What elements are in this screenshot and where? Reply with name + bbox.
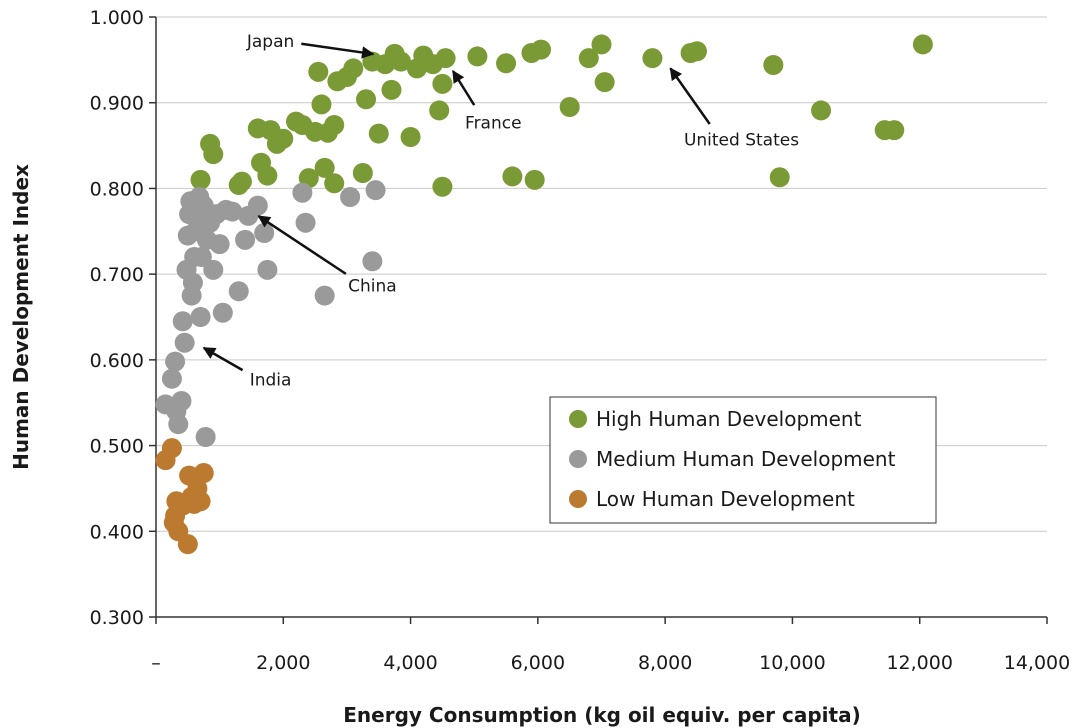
point-s0-16 bbox=[311, 94, 331, 114]
annotation-label-united-states: United States bbox=[684, 131, 799, 151]
legend-marker-0 bbox=[569, 410, 587, 428]
point-s0-38 bbox=[432, 177, 452, 197]
x-axis-title: Energy Consumption (kg oil equiv. per ca… bbox=[343, 703, 860, 727]
point-s1-41 bbox=[362, 251, 382, 271]
point-s1-38 bbox=[296, 213, 316, 233]
point-s1-25 bbox=[203, 260, 223, 280]
point-s0-55 bbox=[811, 100, 831, 120]
point-s0-20 bbox=[324, 173, 344, 193]
x-tick-label-7: 14,000 bbox=[1004, 652, 1070, 674]
legend-label-0: High Human Development bbox=[596, 407, 862, 431]
y-axis-title: Human Development Index bbox=[9, 164, 33, 470]
y-tick-label-5: 0.800 bbox=[90, 178, 144, 200]
point-s1-5 bbox=[171, 391, 191, 411]
point-s0-19 bbox=[324, 115, 344, 135]
annotation-label-india: India bbox=[250, 371, 292, 391]
point-s0-46 bbox=[560, 97, 580, 117]
y-tick-label-4: 0.700 bbox=[90, 264, 144, 286]
point-s0-58 bbox=[913, 34, 933, 54]
point-s1-2 bbox=[165, 352, 185, 372]
point-s0-52 bbox=[687, 41, 707, 61]
legend-label-2: Low Human Development bbox=[596, 487, 855, 511]
point-s1-1 bbox=[162, 369, 182, 389]
point-s0-53 bbox=[763, 55, 783, 75]
point-s0-36 bbox=[429, 100, 449, 120]
point-s0-42 bbox=[502, 166, 522, 186]
legend-label-1: Medium Human Development bbox=[596, 447, 896, 471]
point-s0-8 bbox=[257, 166, 277, 186]
point-s0-4 bbox=[232, 172, 252, 192]
point-s1-4 bbox=[168, 414, 188, 434]
point-s1-28 bbox=[213, 303, 233, 323]
point-s1-37 bbox=[292, 183, 312, 203]
point-s0-0 bbox=[191, 170, 211, 190]
x-tick-label-1: 2,000 bbox=[256, 652, 310, 674]
point-s0-41 bbox=[496, 53, 516, 73]
annotation-label-japan: Japan bbox=[246, 32, 294, 52]
annotation-label-france: France bbox=[465, 113, 522, 133]
y-tick-label-0: 0.300 bbox=[90, 607, 144, 629]
x-tick-label-2: 4,000 bbox=[383, 652, 437, 674]
annotation-arrow-1 bbox=[453, 71, 474, 105]
point-s0-23 bbox=[343, 58, 363, 78]
point-s0-39 bbox=[436, 48, 456, 68]
point-s1-36 bbox=[257, 260, 277, 280]
point-s0-37 bbox=[432, 74, 452, 94]
point-s1-40 bbox=[340, 187, 360, 207]
point-s1-27 bbox=[210, 234, 230, 254]
annotation-arrow-0 bbox=[301, 44, 373, 54]
point-s0-49 bbox=[595, 72, 615, 92]
point-s0-40 bbox=[467, 46, 487, 66]
x-tick-label-6: 12,000 bbox=[886, 652, 952, 674]
x-tick-label-3: 6,000 bbox=[511, 652, 565, 674]
legend-marker-2 bbox=[569, 490, 587, 508]
annotation-arrow-4 bbox=[204, 348, 243, 370]
point-s1-42 bbox=[366, 180, 386, 200]
point-s0-45 bbox=[531, 40, 551, 60]
point-s0-27 bbox=[369, 124, 389, 144]
point-s0-48 bbox=[592, 34, 612, 54]
y-tick-label-6: 0.900 bbox=[90, 93, 144, 115]
point-s0-32 bbox=[401, 127, 421, 147]
y-tick-label-7: 1.000 bbox=[90, 7, 144, 29]
annotation-arrow-2 bbox=[670, 68, 709, 124]
point-s1-19 bbox=[191, 307, 211, 327]
point-s1-7 bbox=[175, 333, 195, 353]
point-s2-12 bbox=[191, 491, 211, 511]
annotations: Japan France United States China India bbox=[204, 32, 799, 391]
y-tick-label-2: 0.500 bbox=[90, 436, 144, 458]
point-s0-25 bbox=[356, 89, 376, 109]
point-s1-32 bbox=[235, 230, 255, 250]
x-tick-label-0: – bbox=[151, 652, 161, 674]
axes: 0.300 0.400 0.500 0.600 0.700 0.800 0.900 1.000… bbox=[90, 7, 1071, 674]
point-s0-44 bbox=[525, 170, 545, 190]
point-s1-31 bbox=[229, 281, 249, 301]
point-s0-10 bbox=[273, 129, 293, 149]
point-s2-1 bbox=[162, 438, 182, 458]
x-tick-label-5: 10,000 bbox=[759, 652, 825, 674]
point-s0-29 bbox=[381, 80, 401, 100]
x-tick-label-4: 8,000 bbox=[638, 652, 692, 674]
y-tick-label-3: 0.600 bbox=[90, 350, 144, 372]
point-s0-15 bbox=[308, 62, 328, 82]
point-s1-22 bbox=[196, 427, 216, 447]
point-s0-54 bbox=[770, 167, 790, 187]
point-s0-2 bbox=[203, 144, 223, 164]
point-s0-57 bbox=[884, 120, 904, 140]
legend-marker-1 bbox=[569, 450, 587, 468]
annotation-label-china: China bbox=[348, 276, 397, 296]
point-s2-7 bbox=[178, 534, 198, 554]
point-s0-50 bbox=[642, 48, 662, 68]
point-s1-13 bbox=[183, 273, 203, 293]
point-s1-35 bbox=[254, 223, 274, 243]
point-s2-13 bbox=[194, 463, 214, 483]
point-s1-39 bbox=[315, 286, 335, 306]
point-s1-6 bbox=[173, 311, 193, 331]
legend: High Human Development Medium Human Devel… bbox=[550, 397, 936, 523]
point-s1-34 bbox=[248, 196, 268, 216]
y-tick-label-1: 0.400 bbox=[90, 521, 144, 543]
point-s0-24 bbox=[353, 163, 373, 183]
